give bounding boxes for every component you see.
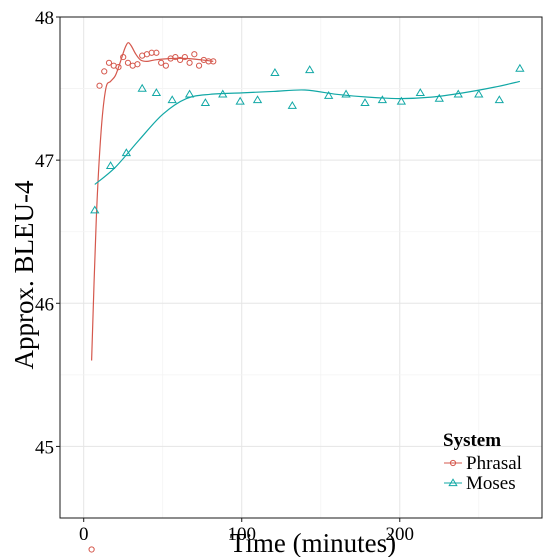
phrasal-point [191,51,198,58]
moses-point [252,95,263,104]
legend-label-moses: Moses [466,473,516,494]
x-tick-label: 200 [386,524,415,545]
phrasal-point [88,546,95,553]
legend-key-marker-phrasal [449,459,457,467]
x-tick-label: 0 [79,524,89,545]
moses-point [90,205,100,214]
legend-item-phrasal: Phrasal [444,453,522,474]
phrasal-point [101,68,108,75]
moses-point [235,96,245,105]
moses-point [167,95,177,104]
phrasal-point [105,59,113,66]
phrasal-point [177,56,184,64]
moses-point [515,63,525,72]
legend-key-marker-moses [448,478,458,487]
moses-point [270,68,280,76]
moses-point [415,88,425,97]
legend-label-phrasal: Phrasal [466,453,522,474]
moses-point [305,65,315,74]
phrasal-point [172,53,179,61]
moses-point [323,90,334,99]
phrasal-point [134,61,141,68]
phrasal-point [181,53,188,61]
y-tick-label: 47 [35,151,54,172]
phrasal-point [195,62,203,69]
x-tick-label: 100 [227,524,256,545]
legend-title: System [443,430,501,451]
axis-ticks: 0 100 200 45 46 47 48 [35,8,414,545]
phrasal-point [210,58,217,65]
plot-panel [59,16,543,519]
phrasal-point [96,82,103,89]
series-layer [88,42,525,553]
y-tick-label: 48 [35,8,54,29]
moses-smooth-line [94,80,521,185]
series-phrasal [88,42,217,553]
moses-point [218,89,228,98]
moses-point [151,88,162,97]
phrasal-smooth-line [91,42,214,361]
moses-point [287,100,297,109]
phrasal-point [186,59,193,66]
phrasal-point [153,49,160,56]
moses-point [453,89,463,98]
y-axis-title: Approx. BLEU-4 [9,180,39,369]
moses-point [137,83,147,92]
y-tick-label: 45 [35,437,54,458]
moses-point [105,161,116,170]
moses-point [474,89,484,98]
series-moses [90,63,525,214]
phrasal-point [158,59,165,66]
moses-point [377,95,388,104]
legend-item-moses: Moses [444,473,516,494]
moses-point [396,96,407,105]
moses-point [341,89,351,98]
phrasal-point [162,62,169,69]
moses-point [494,95,505,104]
phrasal-point [120,53,127,61]
moses-point [200,98,211,107]
phrasal-point [124,59,132,66]
phrasal-point [115,64,122,71]
moses-point [434,93,444,102]
moses-point [360,98,370,107]
y-tick-label: 46 [35,294,54,315]
moses-point [121,148,132,157]
moses-point [184,89,195,98]
x-axis-title: Time (minutes) [230,528,396,557]
